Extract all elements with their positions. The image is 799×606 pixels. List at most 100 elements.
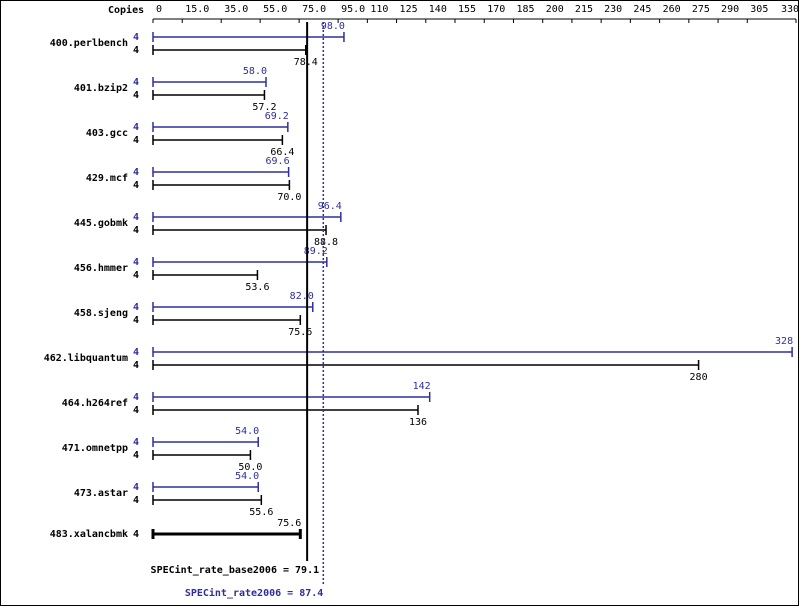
category-label: 400.perlbench xyxy=(50,38,128,49)
reference-label: SPECint_rate2006 = 87.4 xyxy=(185,587,323,599)
bar xyxy=(152,225,327,235)
x-tick-label: 125 xyxy=(400,4,418,15)
x-tick-label: 330 xyxy=(781,4,799,15)
category-label: 445.gobmk xyxy=(74,218,128,229)
value-label: 69.6 xyxy=(266,156,290,167)
bar xyxy=(152,167,290,177)
copies-label: 4 xyxy=(133,32,139,43)
x-tick-label: 170 xyxy=(487,4,505,15)
copies-label: 4 xyxy=(133,257,139,268)
copies-label: 4 xyxy=(133,270,139,281)
value-label: 98.0 xyxy=(321,21,345,32)
category-label: 458.sjeng xyxy=(74,307,128,319)
bar xyxy=(152,257,328,267)
value-label: 96.4 xyxy=(318,201,342,212)
value-label: 280 xyxy=(690,372,708,383)
x-tick-label: 55.0 xyxy=(263,4,287,15)
copies-label: 4 xyxy=(133,482,139,493)
value-label: 78.4 xyxy=(294,57,318,68)
category-label: 403.gcc xyxy=(86,128,128,139)
copies-label: 4 xyxy=(133,122,139,133)
value-label: 136 xyxy=(409,417,427,428)
category-label: 471.omnetpp xyxy=(62,443,128,454)
x-tick-label: 275 xyxy=(692,4,710,15)
bar xyxy=(152,122,289,132)
bar xyxy=(152,180,291,190)
value-label: 58.0 xyxy=(243,66,267,77)
bar xyxy=(152,360,700,370)
copies-label: 4 xyxy=(133,180,139,191)
value-label: 142 xyxy=(413,381,431,392)
bar xyxy=(152,45,307,55)
bar xyxy=(152,135,284,145)
bar xyxy=(152,77,267,87)
value-label: 70.0 xyxy=(277,192,301,203)
value-label: 82.0 xyxy=(290,291,314,302)
value-label: 54.0 xyxy=(235,471,259,482)
x-tick-label: 260 xyxy=(663,4,681,15)
x-tick-label: 110 xyxy=(370,4,388,15)
category-label: 429.mcf xyxy=(86,173,128,184)
value-label: 66.4 xyxy=(270,147,294,158)
bar xyxy=(152,405,419,415)
copies-label: 4 xyxy=(133,90,139,101)
value-label: 88.8 xyxy=(314,237,338,248)
category-label: 456.hmmer xyxy=(74,263,128,274)
x-tick-label: 75.0 xyxy=(302,4,326,15)
copies-label: 4 xyxy=(133,347,139,358)
x-tick-label: 215 xyxy=(575,4,593,15)
copies-label: 4 xyxy=(133,405,139,416)
x-tick-label: 290 xyxy=(721,4,739,15)
copies-label: 4 xyxy=(133,450,139,461)
copies-label: 4 xyxy=(133,167,139,178)
bar xyxy=(152,212,342,222)
category-label: 401.bzip2 xyxy=(74,82,128,94)
copies-label: 4 xyxy=(133,437,139,448)
x-tick-label: 230 xyxy=(604,4,622,15)
bar xyxy=(152,495,263,505)
x-tick-label: 200 xyxy=(546,4,564,15)
bar xyxy=(152,347,793,357)
category-label: 464.h264ref xyxy=(62,398,128,409)
category-label: 462.libquantum xyxy=(44,352,128,364)
value-label: 75.6 xyxy=(288,327,312,338)
value-label: 53.6 xyxy=(245,282,269,293)
copies-label: 4 xyxy=(133,529,139,540)
x-tick-label: 0 xyxy=(156,4,162,15)
value-label: 57.2 xyxy=(252,102,276,113)
copies-label: 4 xyxy=(133,392,139,403)
bar xyxy=(152,90,266,100)
bar xyxy=(151,529,302,539)
bar xyxy=(152,315,302,325)
value-label: 50.0 xyxy=(238,462,262,473)
copies-label: 4 xyxy=(133,495,139,506)
value-label: 54.0 xyxy=(235,426,259,437)
copies-label: 4 xyxy=(133,302,139,313)
value-label: 69.2 xyxy=(265,111,289,122)
reference-label: SPECint_rate_base2006 = 79.1 xyxy=(151,564,320,576)
copies-label: 4 xyxy=(133,77,139,88)
copies-label: 4 xyxy=(133,360,139,371)
copies-label: 4 xyxy=(133,45,139,56)
x-tick-label: 140 xyxy=(429,4,447,15)
bar xyxy=(152,450,252,460)
bar xyxy=(152,437,259,447)
x-tick-label: 95.0 xyxy=(341,4,365,15)
value-label: 75.6 xyxy=(277,518,301,529)
category-label: 483.xalancbmk xyxy=(50,529,128,540)
x-axis-label: Copies xyxy=(108,4,144,16)
x-tick-label: 305 xyxy=(750,4,768,15)
value-label: 89.2 xyxy=(304,246,328,257)
bar xyxy=(152,270,259,280)
x-tick-label: 155 xyxy=(458,4,476,15)
bar xyxy=(152,302,314,312)
x-tick-label: 245 xyxy=(633,4,651,15)
copies-label: 4 xyxy=(133,212,139,223)
x-tick-label: 185 xyxy=(516,4,534,15)
copies-label: 4 xyxy=(133,225,139,236)
value-label: 328 xyxy=(775,336,793,347)
x-tick-label: 35.0 xyxy=(224,4,248,15)
value-label: 55.6 xyxy=(249,507,273,518)
